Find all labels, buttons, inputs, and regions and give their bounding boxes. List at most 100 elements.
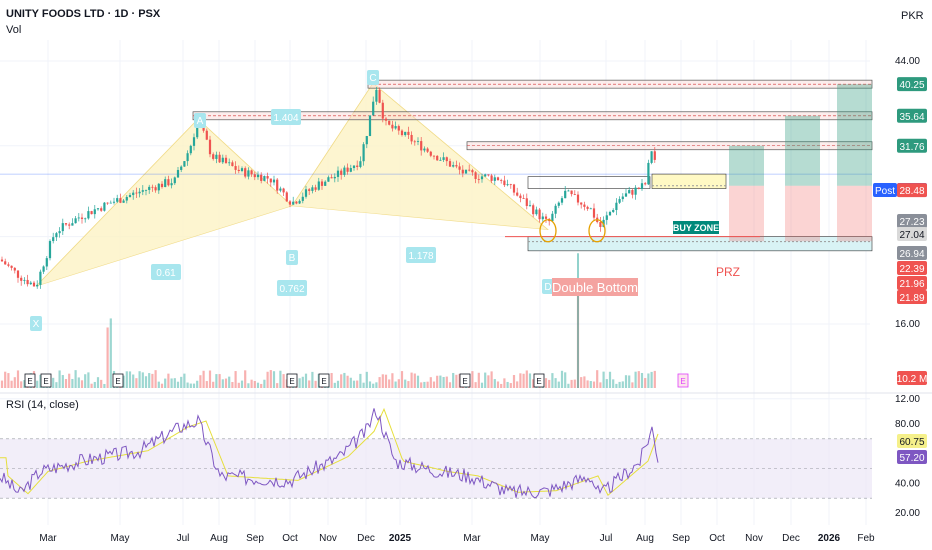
candle-body [7, 264, 10, 266]
candle-body [116, 198, 119, 202]
candle-body [615, 202, 618, 211]
volume-bar [580, 377, 583, 388]
volume-bar [266, 371, 269, 388]
ratio-label: 1.178 [408, 251, 433, 262]
earnings-marker-box [286, 373, 298, 388]
earnings-marker: E [536, 377, 541, 386]
earnings-marker: E [115, 377, 120, 386]
volume-bar [356, 380, 359, 388]
currency-label[interactable]: PKR [901, 10, 924, 22]
price-tag-bg [897, 214, 927, 228]
pattern-labels: X A B C D 1.404 0.61 0.762 1.178 [30, 70, 554, 331]
candle-body [500, 180, 503, 181]
volume-bar [615, 383, 618, 388]
axes: 44.0016.0012.0040.2535.6431.7628.4828.48… [39, 56, 927, 544]
volume-bar [349, 377, 352, 388]
candle-body [272, 179, 276, 183]
candle-body [580, 202, 583, 205]
symbol-title[interactable]: UNITY FOODS LTD · 1D · PSX [6, 8, 161, 20]
price-tag: 27.23 [899, 217, 924, 228]
stop-zone [837, 185, 872, 242]
candle-body [340, 170, 343, 175]
volume-bar [445, 376, 448, 388]
price-tag-bg [897, 371, 927, 385]
ratio-bg [277, 280, 307, 296]
earnings-marker-box [24, 373, 36, 388]
time-axis-label: May [111, 533, 130, 544]
volume-bar [212, 381, 215, 388]
candle-body [4, 261, 7, 265]
candle-body [480, 176, 484, 180]
buy-zone-label-bg [673, 221, 719, 234]
candle-body [612, 210, 615, 212]
time-axis-label: 2025 [389, 533, 412, 544]
volume-bar [55, 382, 58, 388]
volume-bar [605, 379, 608, 388]
pattern-point-B: B [289, 253, 296, 264]
volume-bar [282, 374, 285, 388]
volume-bar [487, 375, 490, 388]
volume-bar [608, 371, 612, 388]
volume-bar [640, 372, 644, 388]
candle-body [189, 145, 192, 154]
candle-body [269, 178, 272, 183]
candle-body [506, 184, 509, 186]
volume-bar [634, 371, 637, 388]
volume-bar [164, 378, 167, 388]
candle-body [618, 199, 621, 203]
candle-body [458, 166, 461, 170]
volume-series [0, 253, 656, 388]
volume-bar [141, 372, 144, 388]
volume-bar [570, 379, 573, 388]
candle-body [237, 169, 240, 171]
price-zones [0, 79, 873, 252]
candle-body [170, 183, 173, 186]
candle-body [87, 211, 90, 219]
volume-bar [74, 370, 77, 388]
candle-body [135, 192, 138, 194]
volume-bar [240, 380, 244, 388]
earnings-marker-box [533, 373, 545, 388]
rsi-tag-bg [897, 434, 927, 448]
volume-bar [452, 372, 455, 388]
time-axis-label: Dec [357, 533, 375, 544]
candle-body [128, 195, 132, 198]
candle-body [346, 167, 349, 172]
volume-bar [176, 381, 180, 388]
volume-bar [612, 379, 615, 388]
candle-body [240, 168, 244, 171]
candle-body [10, 265, 13, 268]
candle-body [343, 167, 346, 175]
volume-bar [106, 327, 109, 388]
candle-body [148, 186, 151, 190]
rsi-legend[interactable]: RSI (14, close) [6, 399, 79, 411]
earnings-marker: E [321, 377, 326, 386]
volume-bar [160, 383, 164, 388]
candle-body [144, 189, 148, 191]
pattern-point-X: X [33, 319, 40, 330]
volume-bar [224, 378, 228, 388]
volume-bar [394, 381, 397, 388]
consolidation-box [527, 176, 651, 189]
volume-bar [260, 383, 263, 388]
candle-body [39, 271, 42, 285]
volume-bar [308, 380, 311, 388]
candle-body [157, 183, 160, 191]
candle-body [631, 190, 634, 195]
candle-body [317, 181, 320, 190]
volume-bar [436, 375, 439, 388]
volume-bar [509, 383, 512, 388]
volume-bar [602, 371, 605, 388]
volume-bar [624, 375, 628, 388]
price-tag: 10.2 M [897, 374, 928, 385]
candle-body [333, 176, 336, 179]
volume-bar [231, 382, 234, 388]
candle-body [215, 154, 218, 159]
candlestick-series [0, 86, 656, 289]
candle-body [464, 169, 468, 174]
time-axis-label: 2026 [818, 533, 841, 544]
volume-bar [122, 375, 125, 388]
volume-bar [250, 379, 253, 388]
candle-body [74, 218, 77, 224]
